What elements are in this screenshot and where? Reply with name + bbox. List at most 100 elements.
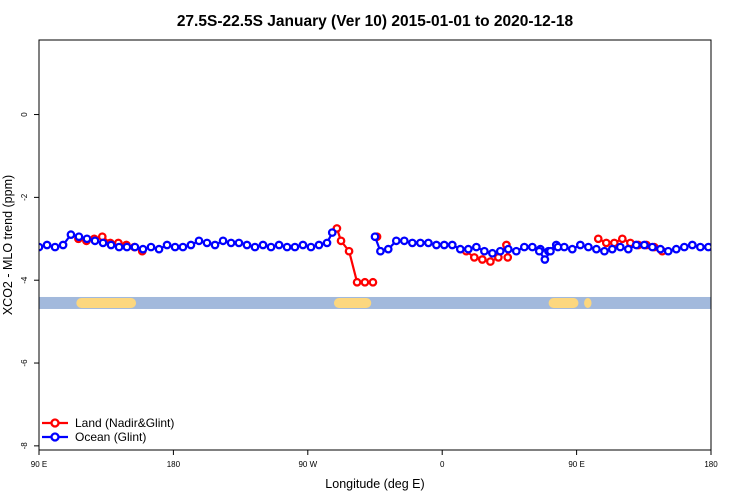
data-point [250, 242, 260, 252]
land-segment [720, 298, 750, 308]
land-segment [548, 297, 579, 308]
x-tick-label: 90 E [568, 460, 584, 469]
data-point [584, 242, 593, 252]
data-point [39, 242, 44, 252]
land-segment [584, 297, 592, 308]
data-point [383, 244, 393, 254]
data-point [600, 246, 609, 256]
data-point [314, 240, 324, 250]
data-point [306, 242, 316, 252]
y-tick-label: -8 [20, 442, 29, 450]
chart-title: 27.5S-22.5S January (Ver 10) 2015-01-01 … [177, 13, 574, 30]
data-point [432, 240, 441, 250]
plot-area: 90 E 180 90 W 0 90 E 180 0 -2 -4 -6 -8 [20, 39, 750, 469]
data-point [575, 240, 585, 250]
data-point [274, 240, 284, 250]
x-axis-title: Longitude (deg E) [325, 477, 424, 491]
data-point [368, 277, 378, 287]
data-point [593, 234, 603, 244]
data-point [640, 240, 649, 250]
data-point [194, 236, 204, 246]
data-point [218, 236, 228, 246]
data-point [98, 238, 108, 248]
data-point [534, 246, 544, 256]
legend-label: Ocean (Glint) [75, 430, 146, 444]
data-point [82, 234, 92, 244]
data-point [553, 242, 563, 252]
data-point [704, 242, 711, 252]
data-point [528, 242, 537, 252]
data-point [130, 242, 140, 252]
x-tick-label: 180 [704, 460, 718, 469]
data-point [90, 236, 100, 246]
data-point [486, 257, 495, 266]
data-point [503, 253, 513, 262]
data-point [336, 236, 346, 246]
data-point [282, 242, 292, 252]
data-point [477, 255, 487, 264]
legend: Land (Nadir&Glint)Ocean (Glint) [42, 416, 174, 444]
series-line [335, 228, 373, 284]
data-point [495, 246, 505, 256]
data-point [376, 246, 385, 256]
data-point [687, 240, 697, 250]
x-tick-label: 0 [440, 460, 445, 469]
data-point [463, 244, 473, 254]
data-point [178, 242, 188, 252]
data-point [503, 244, 513, 254]
x-tick-label: 90 E [31, 460, 47, 469]
data-point [679, 242, 689, 252]
data-point [546, 246, 555, 256]
data-point [519, 242, 529, 252]
data-point [226, 238, 236, 248]
data-point [631, 240, 641, 250]
data-point [601, 238, 611, 248]
data-point [352, 277, 362, 287]
data-point [170, 242, 180, 252]
data-point [648, 242, 657, 252]
data-point [540, 255, 550, 264]
data-point [615, 242, 625, 252]
data-point [266, 242, 276, 252]
x-tick-label: 90 W [298, 460, 317, 469]
x-tick-label: 180 [167, 460, 181, 469]
ocean-band [39, 296, 711, 309]
data-point [567, 244, 577, 254]
y-tick-label: -2 [20, 193, 29, 201]
data-point [234, 238, 244, 248]
data-point [617, 234, 627, 244]
data-point [399, 236, 409, 246]
data-point [258, 240, 268, 250]
data-point [298, 240, 308, 250]
data-point [424, 238, 433, 248]
data-point [488, 248, 497, 258]
data-point [416, 238, 425, 248]
data-point [138, 244, 148, 254]
legend-marker [50, 418, 60, 428]
data-point [439, 240, 449, 250]
data-point [74, 232, 84, 242]
land-band-group [76, 297, 750, 308]
data-point [122, 242, 132, 252]
data-point [210, 240, 220, 250]
data-point [50, 242, 60, 252]
y-tick-label: -4 [20, 276, 29, 284]
data-point [455, 244, 465, 254]
y-tick-label: -6 [20, 359, 29, 367]
data-point [327, 228, 337, 237]
data-point [154, 244, 164, 254]
data-point [447, 240, 457, 250]
data-point [696, 242, 705, 252]
legend-label: Land (Nadir&Glint) [75, 416, 174, 430]
y-tick-label: 0 [20, 112, 29, 117]
data-point [656, 244, 665, 254]
data-point [114, 242, 124, 252]
plot-frame [38, 39, 712, 451]
data-point [66, 230, 76, 239]
y-axis-title: XCO2 - MLO trend (ppm) [1, 175, 15, 315]
data-point [607, 244, 617, 254]
data-point [469, 253, 479, 262]
data-point [391, 236, 401, 246]
data-point [370, 232, 380, 242]
